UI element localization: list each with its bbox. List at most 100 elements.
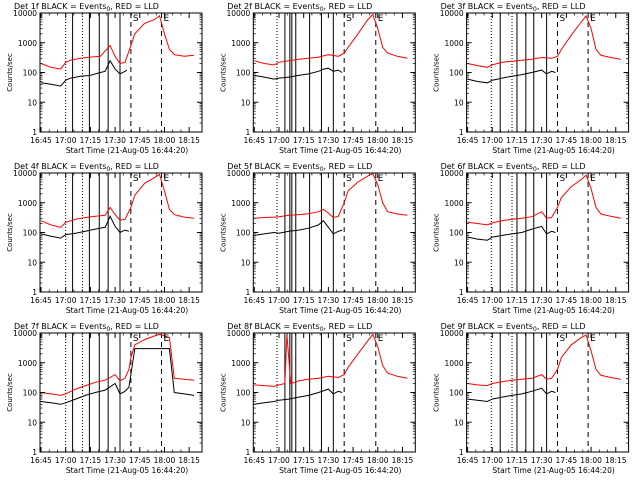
series-line-lld [467, 174, 621, 226]
marker-label: S [133, 334, 139, 344]
series-line-lld [40, 333, 195, 396]
title-subscript: 0 [533, 6, 537, 13]
y-tick-label: 10000 [13, 329, 37, 338]
x-tick-label: 17:30 [318, 296, 340, 305]
x-tick-label: 17:45 [129, 136, 151, 145]
series-line-events [254, 219, 343, 236]
x-tick-label: 16:45 [30, 296, 52, 305]
panel-title: Det 8f BLACK = Events0, RED = LLD [227, 322, 372, 333]
y-axis-label: Counts/sec [219, 373, 227, 412]
title-main-text: Det 1f BLACK = Events [14, 2, 106, 11]
title-tail-text: , RED = LLD [324, 2, 373, 11]
y-tick-label: 1000 [445, 39, 464, 48]
x-tick-label: 18:15 [392, 456, 414, 465]
y-tick-label: 10 [454, 258, 464, 267]
panel-title: Det 5f BLACK = Events0, RED = LLD [227, 162, 372, 173]
panel-title: Det 7f BLACK = Events0, RED = LLD [14, 322, 159, 333]
y-axis-label: Counts/sec [433, 213, 441, 252]
title-subscript: 0 [320, 166, 324, 173]
y-tick-label: 10 [241, 258, 251, 267]
title-main-text: Det 4f BLACK = Events [14, 162, 106, 171]
x-tick-label: 18:00 [580, 136, 602, 145]
panel-title: Det 4f BLACK = Events0, RED = LLD [14, 162, 159, 173]
series-line-lld [40, 15, 195, 70]
y-tick-label: 100 [236, 229, 251, 238]
marker-label: E [590, 334, 596, 344]
x-tick-label: 18:00 [154, 136, 176, 145]
x-tick-label: 17:30 [104, 456, 126, 465]
x-axis-label: Start Time (21-Aug-05 16:44:20) [492, 146, 614, 155]
x-tick-label: 18:00 [367, 296, 389, 305]
x-axis-label: Start Time (21-Aug-05 16:44:20) [66, 306, 188, 315]
title-main-text: Det 8f BLACK = Events [227, 322, 319, 331]
x-tick-label: 18:15 [178, 296, 200, 305]
panel-title: Det 6f BLACK = Events0, RED = LLD [441, 162, 586, 173]
y-tick-label: 100 [449, 389, 464, 398]
x-tick-label: 18:15 [178, 456, 200, 465]
y-tick-label: 1000 [231, 39, 250, 48]
x-tick-label: 17:00 [268, 136, 290, 145]
y-tick-label: 10000 [13, 169, 37, 178]
x-tick-label: 17:00 [481, 136, 503, 145]
title-tail-text: , RED = LLD [324, 322, 373, 331]
y-axis-label: Counts/sec [433, 53, 441, 92]
marker-label: S [559, 14, 565, 24]
x-tick-label: 17:45 [556, 296, 578, 305]
panel-title: Det 3f BLACK = Events0, RED = LLD [441, 2, 586, 13]
marker-label: S [559, 174, 565, 184]
x-tick-label: 16:45 [457, 456, 479, 465]
series-line-events [40, 215, 130, 239]
x-tick-label: 18:15 [605, 296, 627, 305]
y-tick-label: 1 [246, 448, 251, 457]
y-axis-label: Counts/sec [6, 373, 14, 412]
y-tick-label: 1 [32, 128, 37, 137]
y-tick-label: 10000 [226, 9, 250, 18]
title-main-text: Det 3f BLACK = Events [441, 2, 533, 11]
y-tick-label: 100 [236, 389, 251, 398]
title-subscript: 0 [533, 166, 537, 173]
x-tick-label: 18:00 [154, 456, 176, 465]
y-axis-label: Counts/sec [219, 213, 227, 252]
y-tick-label: 1000 [445, 359, 464, 368]
x-tick-label: 17:00 [481, 456, 503, 465]
x-axis-label: Start Time (21-Aug-05 16:44:20) [279, 306, 401, 315]
series-line-lld [254, 173, 408, 219]
x-tick-label: 17:15 [506, 136, 528, 145]
x-tick-label: 17:30 [531, 136, 553, 145]
y-tick-label: 1 [32, 288, 37, 297]
y-tick-label: 10 [241, 418, 251, 427]
title-tail-text: , RED = LLD [110, 2, 159, 11]
y-tick-label: 1 [459, 288, 464, 297]
y-tick-label: 10000 [440, 9, 464, 18]
series-line-lld [40, 173, 195, 228]
marker-label: S [133, 174, 139, 184]
y-tick-label: 1000 [18, 359, 37, 368]
panel-title: Det 9f BLACK = Events0, RED = LLD [441, 322, 586, 333]
y-tick-label: 100 [449, 69, 464, 78]
title-subscript: 0 [320, 326, 324, 333]
x-tick-label: 16:45 [243, 456, 265, 465]
marker-label: E [590, 14, 596, 24]
y-tick-label: 1000 [231, 359, 250, 368]
x-tick-label: 18:15 [178, 136, 200, 145]
y-tick-label: 10000 [440, 169, 464, 178]
y-tick-label: 10 [27, 258, 37, 267]
x-tick-label: 17:30 [531, 296, 553, 305]
marker-label: S [346, 174, 352, 184]
marker-label: E [164, 334, 170, 344]
x-tick-label: 17:15 [80, 296, 102, 305]
y-tick-label: 10 [454, 418, 464, 427]
series-line-events [40, 348, 195, 405]
x-tick-label: 16:45 [243, 296, 265, 305]
x-tick-label: 17:30 [104, 296, 126, 305]
title-subscript: 0 [320, 6, 324, 13]
panel-title: Det 1f BLACK = Events0, RED = LLD [14, 2, 159, 13]
y-tick-label: 1 [459, 448, 464, 457]
marker-label: E [378, 334, 384, 344]
